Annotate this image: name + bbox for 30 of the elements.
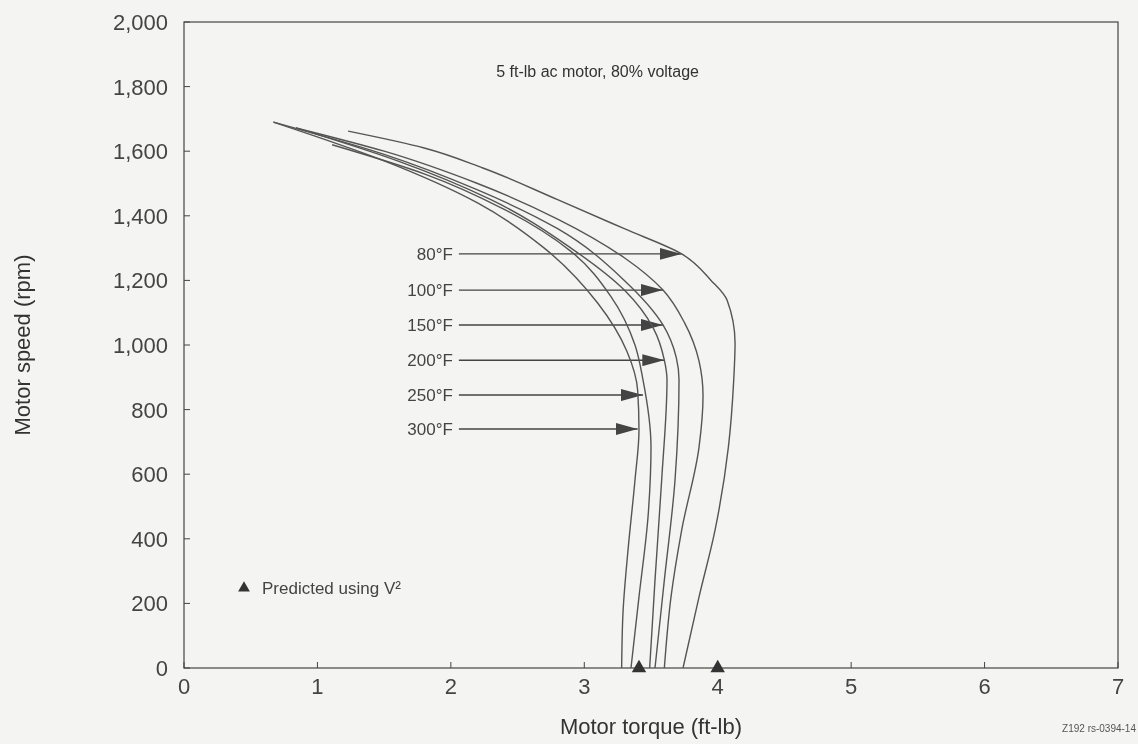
- x-tick-label: 5: [845, 674, 858, 699]
- x-tick-label: 1: [311, 674, 324, 699]
- x-tick-label: 4: [711, 674, 724, 699]
- y-tick-label: 1,000: [112, 333, 168, 358]
- x-tick-label: 3: [578, 674, 591, 699]
- x-tick-label: 7: [1111, 674, 1125, 699]
- x-axis-title: Motor torque (ft-lb): [559, 714, 743, 739]
- y-tick-label: 2,000: [112, 10, 168, 35]
- annotation: 200°F: [407, 351, 453, 371]
- y-tick-label: 600: [131, 462, 168, 488]
- text: Z192 rs-0394-14: [1062, 723, 1137, 734]
- y-tick-label: 400: [131, 526, 168, 552]
- y-tick-label: 1,400: [112, 203, 168, 229]
- y-axis-title: Motor speed (rpm): [10, 254, 35, 436]
- y-tick-label: 0: [155, 656, 168, 681]
- annotation: 250°F: [407, 386, 453, 406]
- y-tick-label: 200: [131, 591, 168, 617]
- annotation: 150°F: [407, 315, 453, 335]
- text: 5 ft-lb ac motor, 80% voltage: [496, 63, 700, 80]
- x-tick-label: 6: [978, 674, 991, 699]
- annotation: 80°F: [416, 244, 453, 264]
- y-tick-label: 800: [131, 397, 168, 423]
- x-tick-label: 0: [177, 674, 191, 699]
- y-tick-label: 1,600: [112, 139, 168, 165]
- annotation: 100°F: [407, 281, 453, 301]
- annotation: 300°F: [407, 419, 453, 439]
- x-tick-label: 2: [444, 674, 457, 699]
- legend-label: Predicted using V²: [262, 579, 402, 598]
- y-tick-label: 1,200: [112, 268, 168, 294]
- y-tick-label: 1,800: [112, 74, 168, 100]
